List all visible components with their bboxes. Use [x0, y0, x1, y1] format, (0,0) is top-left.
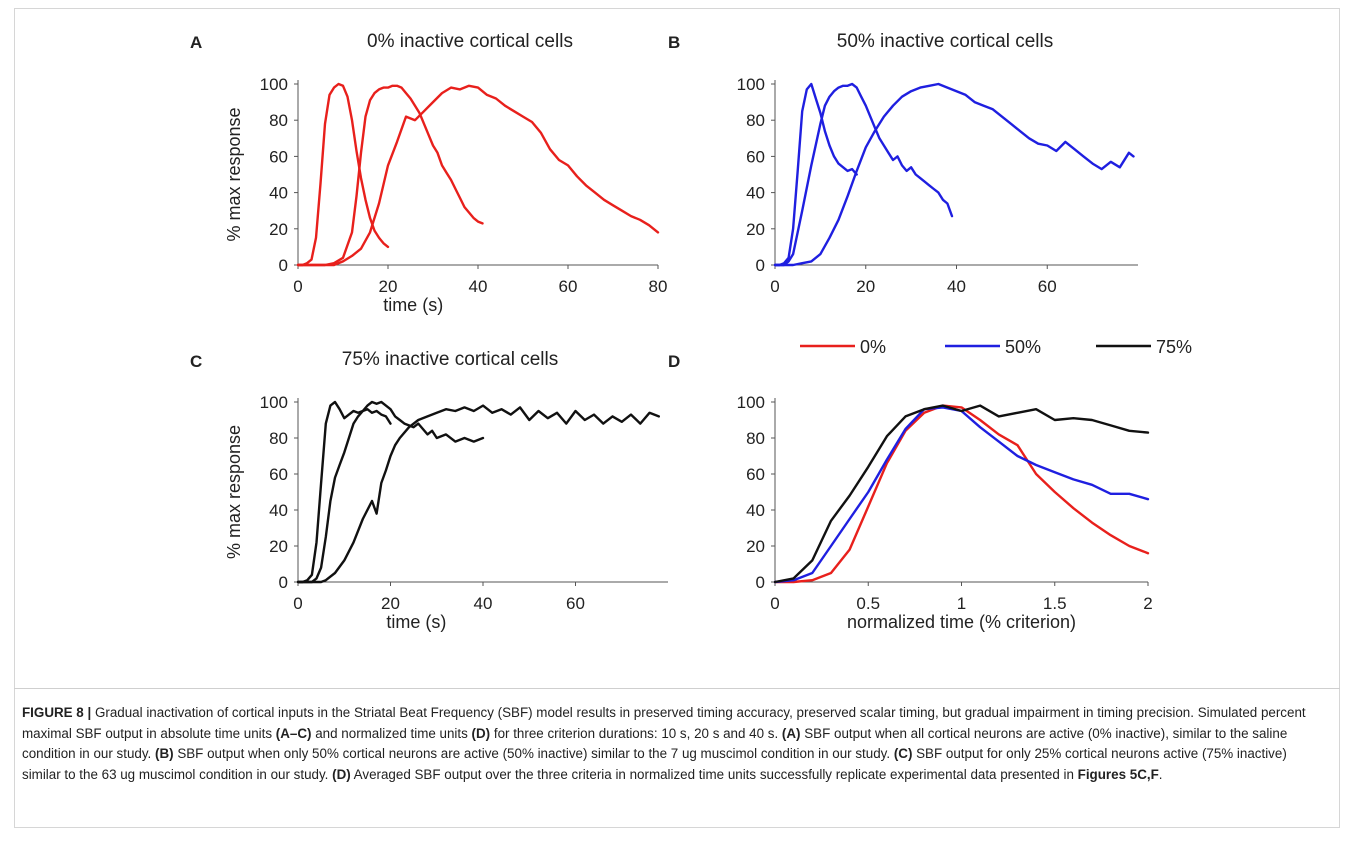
y-axis-label: % max response: [224, 107, 244, 241]
panel-letter: A: [190, 33, 202, 52]
panel-letter: B: [668, 33, 680, 52]
y-tick-label: 100: [260, 393, 288, 412]
figure-canvas: A 0% inactive cortical cells0204060801000…: [190, 31, 1192, 632]
panel-d: D 0 20 40 60 80 100 0 0.5 1 1.5 2 normalized time (%…: [668, 337, 1192, 632]
y-tick-label: 60: [746, 147, 765, 166]
caption-part: and normalized time units: [311, 725, 472, 741]
y-tick-label: 100: [260, 75, 288, 94]
caption-ref: (D): [332, 766, 351, 782]
legend-label: 0%: [860, 337, 886, 357]
y-tick-label: 0: [756, 256, 765, 275]
caption-ref: (B): [155, 746, 174, 761]
x-tick-label: 60: [566, 594, 585, 613]
y-tick-label: 100: [737, 75, 765, 94]
x-tick-label: 20: [381, 594, 400, 613]
x-tick-label: 0: [770, 594, 779, 613]
x-tick-label: 80: [649, 277, 668, 296]
caption-ref: (A–C): [275, 725, 312, 741]
x-tick-label: 60: [1038, 277, 1057, 296]
x-tick-label: 2: [1143, 594, 1152, 613]
y-tick-label: 100: [737, 393, 765, 412]
caption-ref: (C): [893, 746, 913, 761]
y-tick-label: 0: [279, 256, 288, 275]
caption-part: for three criterion durations: 10 s, 20 …: [490, 725, 782, 741]
x-tick-label: 60: [559, 277, 578, 296]
series-line-3: [773, 404, 1150, 584]
x-tick-label: 40: [469, 277, 488, 296]
panel-title: 50% inactive cortical cells: [837, 31, 1053, 52]
y-tick-label: 80: [746, 111, 765, 130]
y-tick-label: 40: [746, 501, 765, 520]
caption-part: SBF output when all cortical neurons are…: [22, 725, 1288, 762]
figure-caption: FIGURE 8 | Gradual inactivation of corti…: [14, 688, 1340, 828]
y-axis-label: % max response: [224, 425, 244, 559]
y-tick-label: 0: [756, 573, 765, 592]
caption-ref: (D): [471, 725, 491, 741]
x-tick-label: 1: [957, 594, 966, 613]
panel-c: C 75% inactive cortical cells 0 20 40 60 80 100…: [190, 349, 668, 632]
series-line-2: [296, 84, 484, 267]
y-tick-label: 60: [269, 465, 288, 484]
panel-letter: D: [668, 352, 680, 371]
x-axis-label: time (s): [386, 612, 446, 632]
series-line-3: [296, 84, 660, 267]
panel-title: 75% inactive cortical cells: [342, 349, 558, 370]
y-tick-label: 60: [269, 147, 288, 166]
y-tick-label: 40: [269, 184, 288, 203]
series-line-1: [296, 400, 392, 584]
x-tick-label: 0: [293, 277, 302, 296]
series-line-3: [773, 82, 1135, 267]
y-tick-label: 20: [746, 537, 765, 556]
caption-part: Gradual inactivation of cortical inputs …: [22, 705, 1306, 741]
series-line-3: [296, 404, 660, 584]
caption-ref: Figures 5C,F: [1077, 766, 1159, 782]
legend-label: 50%: [1005, 337, 1041, 357]
panel-title: 0% inactive cortical cells: [367, 31, 573, 52]
caption-label: FIGURE 8 |: [22, 705, 92, 720]
caption-ref: (A): [781, 725, 801, 741]
x-tick-label: 20: [379, 277, 398, 296]
series-line-1: [773, 404, 1150, 584]
caption-part: SBF output when only 50% cortical neuron…: [173, 746, 894, 761]
x-tick-label: 40: [474, 594, 493, 613]
x-tick-label: 1.5: [1043, 594, 1067, 613]
caption-part: SBF output for only 25% cortical neurons…: [22, 746, 1287, 782]
y-tick-label: 0: [279, 573, 288, 592]
y-tick-label: 20: [746, 220, 765, 239]
y-tick-label: 40: [269, 501, 288, 520]
panel-b: B 50% inactive cortical cells 0 20 40 60 80 100…: [668, 31, 1138, 296]
y-tick-label: 80: [269, 429, 288, 448]
caption-part: .: [1158, 766, 1163, 782]
legend-label: 75%: [1156, 337, 1192, 357]
x-axis-label: normalized time (% criterion): [847, 612, 1076, 632]
x-axis-label: time (s): [383, 295, 443, 315]
series-line-2: [773, 82, 954, 267]
x-tick-label: 20: [856, 277, 875, 296]
series-line-2: [773, 406, 1150, 584]
y-tick-label: 80: [746, 429, 765, 448]
series-line-1: [296, 82, 390, 267]
panel-a: A 0% inactive cortical cells 0 20 40 60 80 100 0…: [190, 31, 667, 315]
y-tick-label: 20: [269, 220, 288, 239]
caption-part: Averaged SBF output over the three crite…: [350, 766, 1078, 782]
y-tick-label: 20: [269, 537, 288, 556]
caption-text: FIGURE 8 | Gradual inactivation of corti…: [22, 703, 1322, 785]
x-tick-label: 40: [947, 277, 966, 296]
series-line-1: [773, 82, 858, 267]
series-line-2: [296, 400, 485, 584]
panel-letter: C: [190, 352, 202, 371]
x-tick-label: 0: [293, 594, 302, 613]
y-tick-label: 80: [269, 111, 288, 130]
y-tick-label: 60: [746, 465, 765, 484]
x-tick-label: 0.5: [856, 594, 880, 613]
x-tick-label: 0: [770, 277, 779, 296]
y-tick-label: 40: [746, 184, 765, 203]
